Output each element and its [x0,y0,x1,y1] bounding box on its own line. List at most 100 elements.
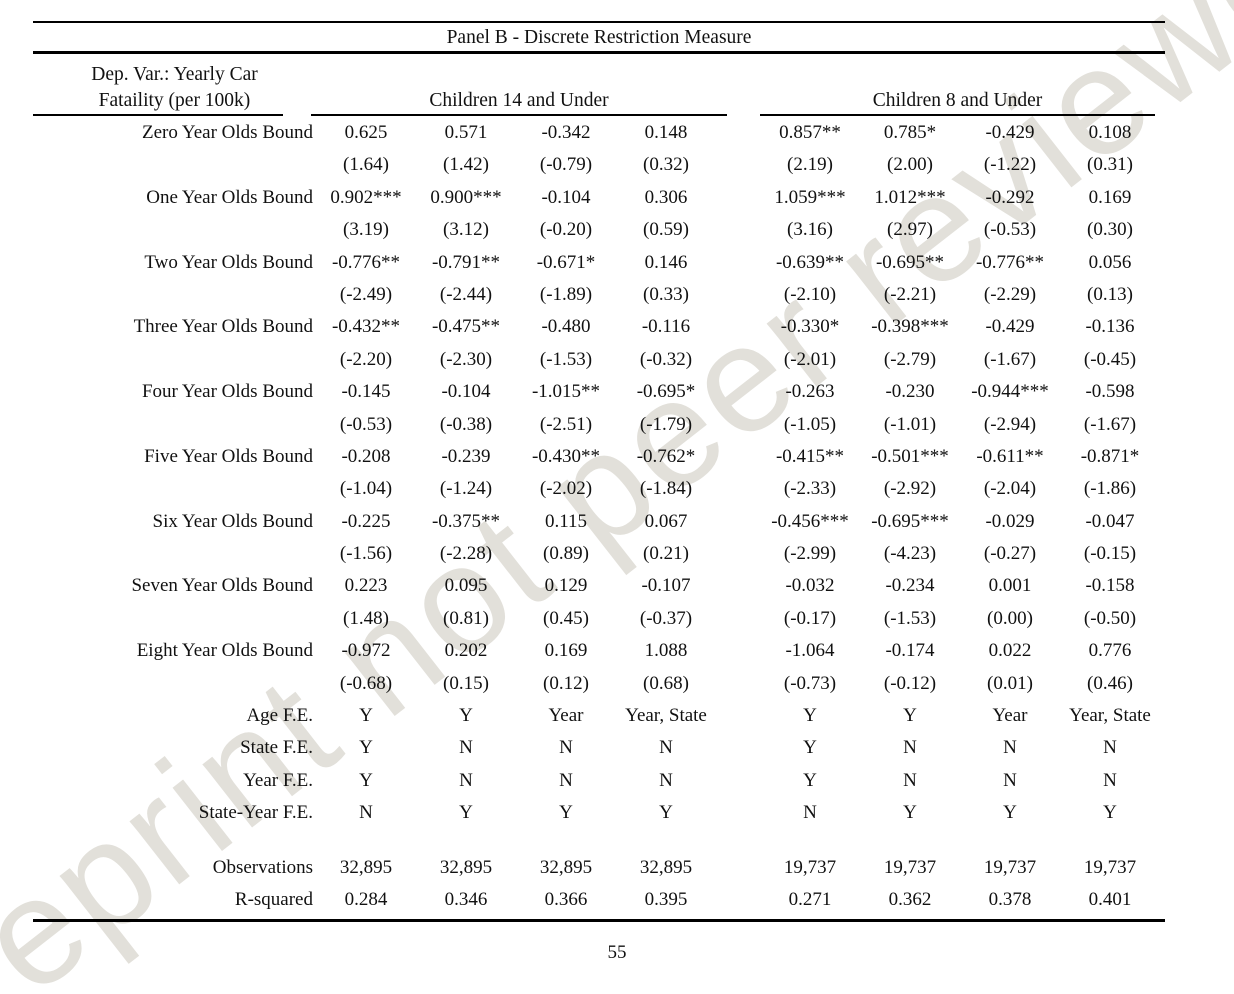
table-cell: (-0.27) [983,543,1037,565]
table-cell: -0.972 [341,640,391,662]
column-group-gap [716,700,760,732]
table-cell: (2.97) [887,219,933,241]
table-cell: -0.116 [641,316,691,338]
table-cell: (-2.51) [539,413,593,435]
dep-var-label-line1: Dep. Var.: Yearly Car [91,64,258,85]
table-cell: 1.088 [644,640,688,662]
table-cell: Y [359,705,373,727]
table-cell: Y [1003,802,1017,824]
row-label: Six Year Olds Bound [152,510,313,532]
table-cell: N [903,769,917,791]
table-cell: -0.032 [785,575,835,597]
table-cell: (0.46) [1087,672,1133,694]
table-cell: 32,895 [539,856,593,878]
column-group-gap [716,214,760,246]
table-cell: -0.429 [985,316,1035,338]
table-cell: -0.944*** [971,381,1049,403]
coefficient-row: Two Year Olds Bound -0.776** -0.791** -0.67… [33,247,1160,279]
table-cell: -0.598 [1085,381,1135,403]
table-cell: (-0.32) [639,348,693,370]
table-cell: (-2.79) [883,348,937,370]
coefficient-row: Three Year Olds Bound -0.432** -0.475** -0.… [33,311,1160,343]
fixed-effects-row: Age F.E. Y Y Year Year, State Y Y Year Year, Sta… [33,700,1160,732]
table-cell: 1.012*** [874,186,946,208]
table-cell: (-0.53) [339,413,393,435]
table-cell: 0.148 [644,122,688,143]
table-cell: -0.639** [775,251,845,273]
table-cell: (-0.37) [639,607,693,629]
table-cell: (-1.84) [639,478,693,500]
table-top-rule [33,21,1165,23]
table-cell: (-1.67) [1083,413,1137,435]
panel-title: Panel B - Discrete Restriction Measure [446,27,752,48]
table-cell: N [459,737,473,759]
table-cell: 0.395 [644,888,688,910]
fixed-effects-row: Year F.E. Y N N N Y N N N [33,765,1160,797]
table-cell: 0.202 [444,640,488,662]
table-cell: (-1.67) [983,348,1037,370]
table-cell: -0.475** [431,316,501,338]
table-cell: -0.158 [1085,575,1135,597]
table-cell: (0.30) [1087,219,1133,241]
table-cell: (-1.53) [539,348,593,370]
table-cell: -0.225 [341,510,391,532]
group-header-children-8: Children 8 and Under [872,90,1043,111]
table-cell: 1.059*** [774,186,846,208]
table-cell: Y [459,705,473,727]
row-label: Five Year Olds Bound [144,445,313,467]
table-cell: 0.625 [344,122,388,143]
table-cell: 0.776 [1088,640,1132,662]
table-cell: (-0.12) [883,672,937,694]
table-cell: (0.31) [1087,154,1133,176]
table-cell: -1.064 [785,640,835,662]
coefficient-row: Seven Year Olds Bound 0.223 0.095 0.129 -0.1… [33,570,1160,602]
table-cell: (-2.99) [783,543,837,565]
table-cell: (-2.20) [339,348,393,370]
statistics-row: R-squared 0.284 0.346 0.366 0.395 0.271 0.362 0… [33,884,1160,916]
table-cell: -0.501*** [871,445,949,467]
table-cell: (-2.28) [439,543,493,565]
tstat-row: (1.48) (0.81) (0.45) (-0.37) (-0.17) (-1.53) (… [33,603,1160,635]
table-cell: N [559,769,573,791]
table-cell: (-2.92) [883,478,937,500]
column-group-gap [716,344,760,376]
row-label: Age F.E. [246,705,313,727]
table-cell: 0.902*** [330,186,402,208]
row-label: Two Year Olds Bound [144,251,313,273]
column-group-gap [716,441,760,473]
table-cell: (-0.38) [439,413,493,435]
table-cell: -0.776** [975,251,1045,273]
table-cell: (0.32) [643,154,689,176]
fixed-effects-row: State F.E. Y N N N Y N N N [33,732,1160,764]
column-group-gap [716,603,760,635]
column-group-gap [716,635,760,667]
row-label [33,344,316,376]
table-cell: (-0.53) [983,219,1037,241]
table-cell: (-0.45) [1083,348,1137,370]
table-cell: -0.174 [885,640,935,662]
title-bottom-rule [33,51,1165,54]
table-cell: (0.12) [543,672,589,694]
table-cell: Y [459,802,473,824]
table-cell: 19,737 [983,856,1037,878]
column-group-gap [716,570,760,602]
table-cell: N [1103,737,1117,759]
table-cell: N [659,737,673,759]
table-cell: (3.19) [343,219,389,241]
table-cell: -0.342 [541,122,591,143]
table-cell: -0.671* [536,251,596,273]
column-group-gap [716,668,760,700]
table-cell: (-2.94) [983,413,1037,435]
column-group-gap [716,247,760,279]
table-cell: (-1.05) [783,413,837,435]
table-cell: 19,737 [883,856,937,878]
row-label: Observations [212,856,313,878]
table-cell: Y [359,769,373,791]
table-cell: (-0.20) [539,219,593,241]
table-cell: Y [359,737,373,759]
column-group-gap [716,732,760,764]
table-cell: 0.346 [444,888,488,910]
table-cell: 0.056 [1088,251,1132,273]
table-cell: (-2.01) [783,348,837,370]
column-group-gap [716,852,760,884]
